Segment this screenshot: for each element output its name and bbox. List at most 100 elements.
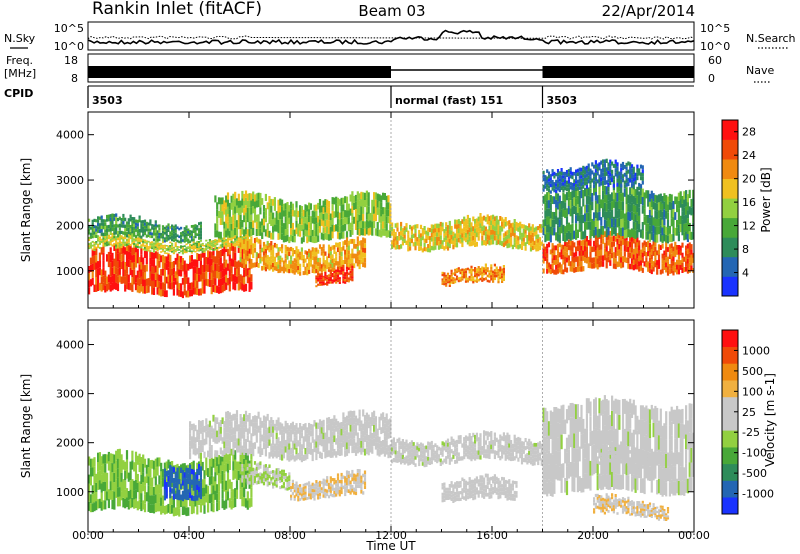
heatmap-cell [102, 252, 105, 261]
heatmap-cell [349, 239, 352, 244]
heatmap-cell [194, 474, 197, 480]
heatmap-cell [98, 252, 101, 261]
heatmap-cell [115, 240, 118, 243]
heatmap-cell [587, 195, 590, 205]
heatmap-cell [167, 229, 170, 232]
heatmap-cell [584, 166, 587, 171]
heatmap-cell [93, 262, 96, 270]
heatmap-cell [629, 236, 632, 242]
heatmap-cell [203, 425, 206, 433]
heatmap-cell [210, 502, 213, 512]
heatmap-cell [654, 194, 657, 203]
heatmap-cell [133, 480, 136, 491]
heatmap-cell [244, 424, 248, 432]
heatmap-cell [603, 220, 606, 229]
heatmap-cell [546, 243, 549, 249]
nsearch-tick-low: 10^0 [700, 40, 730, 53]
heatmap-cell [365, 197, 368, 206]
heatmap-cell [281, 233, 284, 240]
heatmap-cell [351, 191, 354, 199]
heatmap-cell [551, 196, 554, 204]
heatmap-cell [185, 290, 188, 298]
heatmap-cell [602, 163, 605, 168]
heatmap-cell [365, 212, 368, 220]
heatmap-cell [125, 231, 129, 234]
heatmap-cell [313, 445, 316, 453]
heatmap-cell [264, 436, 267, 444]
heatmap-cell [302, 424, 305, 431]
heatmap-cell [118, 243, 121, 246]
heatmap-cell [208, 248, 211, 251]
heatmap-cell [315, 264, 318, 269]
heatmap-cell [129, 231, 132, 236]
heatmap-cell [237, 283, 240, 291]
heatmap-cell [492, 275, 495, 278]
heatmap-cell [455, 268, 459, 271]
heatmap-cell [611, 227, 614, 236]
heatmap-cell [167, 245, 170, 247]
heatmap-cell [217, 473, 221, 483]
heatmap-cell [232, 434, 235, 442]
heatmap-cell [603, 167, 606, 173]
heatmap-cell [616, 210, 619, 219]
heatmap-cell [345, 237, 349, 243]
heatmap-cell [587, 187, 590, 196]
heatmap-cell [589, 251, 592, 258]
heatmap-cell [591, 263, 594, 269]
heatmap-cell [223, 235, 226, 238]
heatmap-cell [506, 221, 509, 226]
heatmap-cell [234, 413, 237, 421]
heatmap-cell [306, 211, 309, 218]
heatmap-cell [136, 501, 139, 511]
heatmap-cell [131, 277, 134, 285]
heatmap-cell [282, 229, 285, 236]
heatmap-cell [223, 207, 226, 215]
heatmap-cell [600, 232, 603, 238]
heatmap-cell [468, 222, 471, 228]
heatmap-cell [383, 214, 386, 222]
heatmap-cell [281, 448, 284, 455]
heatmap-cell [345, 415, 349, 423]
heatmap-cell [625, 195, 628, 205]
heatmap-cell [106, 241, 109, 244]
heatmap-cell [152, 469, 156, 479]
heatmap-cell [647, 190, 650, 199]
heatmap-cell [241, 244, 244, 250]
heatmap-cell [589, 184, 592, 189]
heatmap-cell [490, 269, 493, 273]
heatmap-cell [189, 487, 192, 493]
heatmap-cell [593, 257, 596, 263]
heatmap-cell [174, 278, 177, 285]
heatmap-cell [102, 275, 105, 283]
heatmap-cell [273, 224, 276, 232]
heatmap-cell [551, 263, 554, 269]
heatmap-cell [452, 281, 455, 284]
heatmap-cell [172, 236, 175, 240]
heatmap-cell [365, 227, 368, 235]
heatmap-cell [183, 463, 186, 472]
heatmap-cell [636, 203, 639, 213]
heatmap-cell [353, 410, 356, 418]
heatmap-cell [553, 185, 556, 189]
heatmap-cell [674, 267, 677, 273]
heatmap-cell [151, 252, 154, 260]
heatmap-cell [611, 161, 614, 166]
heatmap-cell [333, 415, 336, 422]
heatmap-cell [614, 192, 617, 202]
heatmap-cell [609, 163, 612, 169]
heatmap-cell [232, 243, 235, 252]
heatmap-cell [549, 194, 552, 203]
heatmap-cell [452, 277, 455, 280]
heatmap-cell [163, 489, 166, 496]
heatmap-cell [116, 234, 120, 238]
heatmap-cell [609, 159, 612, 164]
heatmap-cell [656, 269, 659, 275]
heatmap-cell [138, 237, 141, 240]
heatmap-cell [320, 277, 323, 280]
heatmap-cell [244, 238, 248, 242]
heatmap-cell [178, 283, 181, 290]
heatmap-cell [495, 220, 498, 226]
heatmap-cell [214, 481, 217, 491]
heatmap-cell [326, 417, 329, 425]
heatmap-cell [154, 240, 157, 243]
